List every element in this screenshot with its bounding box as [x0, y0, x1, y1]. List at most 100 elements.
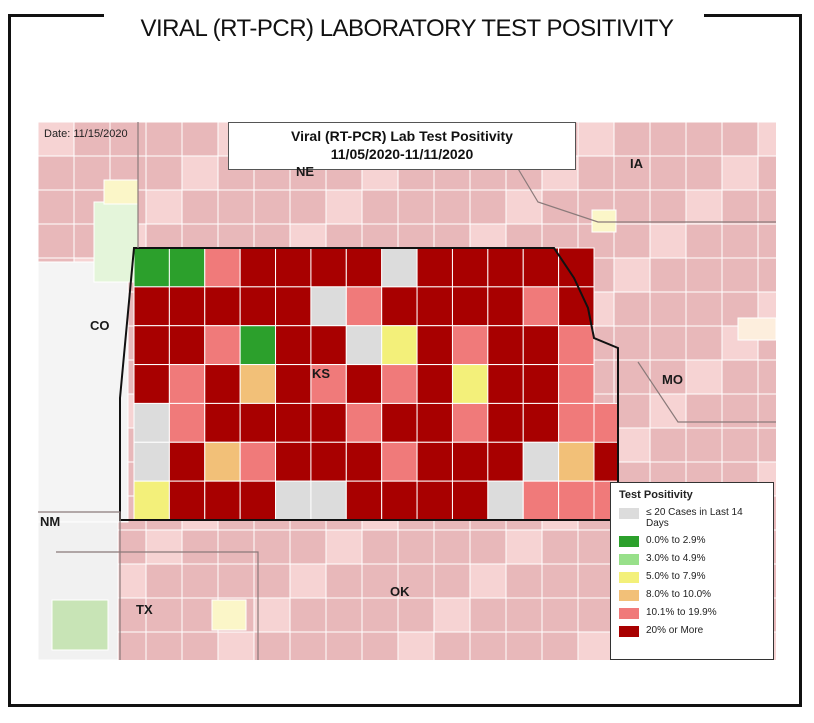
county-background	[289, 189, 327, 225]
county-ks	[522, 325, 560, 366]
county-ks	[168, 441, 206, 482]
county-ks	[451, 247, 489, 288]
county-background	[649, 223, 687, 259]
legend-swatch	[619, 590, 639, 601]
legend-label: 5.0% to 7.9%	[646, 571, 706, 582]
county-ks	[239, 480, 277, 521]
county-ks	[416, 364, 453, 404]
county-ks	[310, 441, 347, 482]
county-background	[103, 179, 139, 205]
legend-label: 8.0% to 10.0%	[646, 589, 712, 600]
county-background	[649, 291, 687, 327]
county-background	[649, 427, 687, 463]
county-background	[577, 122, 615, 157]
county-ks	[204, 364, 241, 404]
county-background	[685, 325, 723, 361]
county-background	[469, 189, 507, 225]
county-ks	[275, 364, 312, 404]
county-background	[541, 563, 579, 599]
county-ks	[522, 402, 560, 443]
county-ks	[239, 325, 277, 366]
county-ks	[487, 364, 524, 404]
county-background	[613, 393, 651, 429]
county-background	[721, 223, 759, 259]
county-background	[721, 393, 759, 429]
county-ks	[275, 441, 312, 482]
county-ks	[522, 286, 560, 327]
county-background	[685, 122, 723, 157]
county-ks	[345, 364, 383, 404]
county-ks	[310, 325, 347, 366]
county-ks	[522, 441, 560, 482]
county-ks	[133, 402, 170, 443]
county-ks	[487, 402, 524, 443]
county-background	[361, 597, 399, 633]
county-background	[649, 189, 687, 225]
frame-bottom	[8, 704, 802, 707]
legend-title: Test Positivity	[619, 489, 693, 501]
county-background	[685, 393, 723, 429]
county-ks	[381, 325, 418, 366]
county-ks	[558, 247, 595, 288]
county-background	[757, 189, 776, 225]
county-ks	[239, 286, 277, 327]
county-background	[397, 189, 435, 225]
county-background	[757, 122, 776, 157]
county-background	[145, 631, 183, 660]
county-ks	[487, 286, 524, 327]
frame-right	[799, 14, 802, 707]
county-background	[469, 631, 507, 660]
county-background	[685, 189, 723, 225]
county-ks	[381, 480, 418, 521]
county-ks	[345, 402, 383, 443]
legend-swatch	[619, 536, 639, 547]
county-ks	[133, 364, 170, 404]
county-background	[685, 427, 723, 463]
county-background	[38, 189, 75, 225]
county-ks	[451, 441, 489, 482]
county-background	[181, 563, 219, 599]
state-label-ok: OK	[390, 584, 410, 599]
county-background	[613, 223, 651, 259]
county-background	[289, 631, 327, 660]
county-background	[649, 393, 687, 429]
county-background	[613, 155, 651, 191]
county-background	[649, 155, 687, 191]
county-background	[145, 155, 183, 191]
county-ks	[204, 480, 241, 521]
frame-top-left	[8, 14, 104, 17]
county-background	[577, 529, 615, 565]
county-background	[289, 563, 327, 599]
county-background	[685, 291, 723, 327]
county-ks	[204, 247, 241, 288]
legend-label: 20% or More	[646, 625, 704, 636]
county-ks	[168, 480, 206, 521]
state-label-nm: NM	[40, 514, 61, 529]
county-background	[757, 257, 776, 293]
county-background	[325, 597, 363, 633]
county-background	[145, 563, 183, 599]
county-ks	[310, 247, 347, 288]
legend-item: 8.0% to 10.0%	[619, 589, 765, 601]
county-background	[325, 529, 363, 565]
county-background	[38, 223, 75, 259]
state-label-ne: NE	[296, 164, 315, 179]
legend-label: ≤ 20 Cases in Last 14 Days	[646, 507, 743, 529]
county-background	[757, 393, 776, 429]
county-ks	[558, 364, 595, 404]
county-ks	[310, 480, 347, 521]
county-ks	[275, 402, 312, 443]
county-background	[613, 291, 651, 327]
county-ks	[381, 247, 418, 288]
county-ks	[275, 286, 312, 327]
county-background	[721, 155, 759, 191]
legend-swatch	[619, 572, 639, 583]
state-label-ks: KS	[312, 366, 331, 381]
county-background	[721, 359, 759, 395]
county-ks	[558, 286, 595, 327]
legend-swatch	[619, 626, 639, 637]
page-title: VIRAL (RT-PCR) LABORATORY TEST POSITIVIT…	[140, 15, 674, 42]
county-background	[361, 189, 399, 225]
legend-label: 10.1% to 19.9%	[646, 607, 717, 618]
county-background	[541, 631, 579, 660]
